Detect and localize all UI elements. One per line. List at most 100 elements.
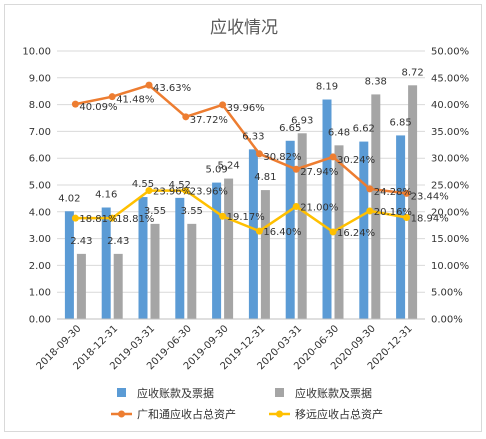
bar-value-label: 6.33 <box>242 131 264 142</box>
line-value-label: 23.44% <box>411 191 449 202</box>
chart-frame: 应收情况 0.00 1.00 2.00 3.00 4.00 5.00 6.00 7.00 8.0… <box>4 4 482 432</box>
bar <box>150 223 160 319</box>
bar <box>260 190 270 319</box>
bar-value-label: 6.48 <box>328 127 350 138</box>
legend-label: 应收账款及票据 <box>295 386 372 400</box>
bar-value-label: 2.43 <box>70 236 92 247</box>
bar <box>359 141 369 319</box>
y2-tick-label: 20.00% <box>431 207 469 218</box>
line-point <box>292 165 300 173</box>
line-value-label: 23.96% <box>190 187 228 198</box>
y2-tick-label: 30.00% <box>431 154 469 165</box>
legend-label: 移远应收占总资产 <box>295 407 383 421</box>
line-value-label: 18.94% <box>411 213 449 224</box>
bar-value-label: 5.24 <box>217 161 239 172</box>
line-point <box>108 214 116 222</box>
y2-tick-label: 10.00% <box>431 261 469 272</box>
line-value-label: 16.40% <box>263 227 301 238</box>
series-line <box>75 189 407 234</box>
bar-value-label: 8.19 <box>316 82 338 93</box>
line-point <box>145 81 153 89</box>
bar-value-label: 6.93 <box>291 115 313 126</box>
line-value-label: 18.81% <box>79 214 117 225</box>
line-point <box>108 93 116 101</box>
bar-value-label: 6.62 <box>353 124 375 135</box>
y2-tick-label: 0.00% <box>431 315 463 326</box>
line-point <box>182 113 190 121</box>
legend-label: 应收账款及票据 <box>137 386 214 400</box>
line-point <box>182 187 190 195</box>
bar <box>138 197 148 319</box>
line-value-label: 39.96% <box>227 103 265 114</box>
bar <box>113 253 123 319</box>
bar-value-label: 4.02 <box>58 193 80 204</box>
line-point <box>403 189 411 197</box>
bar-value-label: 5.09 <box>205 165 227 176</box>
line-point <box>329 153 337 161</box>
line-point <box>145 187 153 195</box>
bar-value-label: 8.72 <box>401 67 423 78</box>
bar-value-label: 6.85 <box>389 117 411 128</box>
bar-value-label: 4.55 <box>132 179 154 190</box>
bar-value-label: 4.16 <box>95 190 117 201</box>
bar <box>76 253 86 319</box>
legend-marker <box>276 410 283 418</box>
y-axis-right: 0.00% 5.00% 10.00% 15.00% 20.00% 25.00% 30.00%… <box>431 47 469 326</box>
y2-tick-label: 15.00% <box>431 234 469 245</box>
bar-series <box>64 85 418 320</box>
y-tick-label: 4.00 <box>29 207 51 218</box>
bar <box>224 178 234 319</box>
line-point <box>329 228 337 236</box>
data-labels: 4.02 4.16 4.55 4.52 5.09 6.33 6.65 8.19 6.62 6.85… <box>58 67 448 247</box>
y-tick-label: 7.00 <box>29 127 51 138</box>
line-value-label: 20.16% <box>374 207 412 218</box>
line-value-label: 30.82% <box>263 152 301 163</box>
legend-label: 广和通应收占总资产 <box>137 407 236 421</box>
line-point <box>403 213 411 221</box>
bar-value-label: 3.55 <box>144 206 166 217</box>
legend-marker <box>118 410 125 418</box>
x-axis: 2018-09-302018-12-312019-03-312019-06-30… <box>35 318 425 372</box>
bar <box>248 149 258 319</box>
y-axis-left: 0.00 1.00 2.00 3.00 4.00 5.00 6.00 7.00 8.00 9.00… <box>22 47 51 326</box>
y-tick-label: 8.00 <box>29 100 51 111</box>
bar-value-label: 8.38 <box>365 76 387 87</box>
line-point <box>255 227 263 235</box>
line-value-label: 16.24% <box>337 228 375 239</box>
chart-title: 应收情况 <box>210 18 278 38</box>
line-value-label: 24.28% <box>374 187 412 198</box>
legend-swatch <box>275 388 284 397</box>
line-value-label: 43.63% <box>153 83 191 94</box>
line-point <box>292 202 300 210</box>
line-point <box>366 207 374 215</box>
bar <box>285 140 295 319</box>
y2-tick-label: 50.00% <box>431 47 469 58</box>
bar-value-label: 6.65 <box>279 123 301 134</box>
bar <box>212 182 222 319</box>
y2-tick-label: 40.00% <box>431 100 469 111</box>
y-tick-label: 2.00 <box>29 261 51 272</box>
line-value-label: 40.09% <box>79 102 117 113</box>
y2-tick-label: 45.00% <box>431 73 469 84</box>
bar <box>101 207 111 319</box>
line-value-label: 37.72% <box>190 115 228 126</box>
line-value-label: 21.00% <box>300 202 338 213</box>
bar-value-label: 4.81 <box>254 172 276 183</box>
bar <box>64 211 74 319</box>
gridlines <box>57 50 425 320</box>
line-value-label: 41.48% <box>116 95 154 106</box>
bar <box>371 94 381 319</box>
line-value-label: 19.17% <box>227 212 265 223</box>
legend-swatch <box>117 388 126 397</box>
line-value-label: 23.96% <box>153 187 191 198</box>
receivables-chart: 应收情况 0.00 1.00 2.00 3.00 4.00 5.00 6.00 7.00 8.0… <box>22 18 469 421</box>
y-tick-label: 1.00 <box>29 288 51 299</box>
y-tick-label: 9.00 <box>29 73 51 84</box>
line-point <box>71 214 79 222</box>
y2-tick-label: 5.00% <box>431 288 463 299</box>
series-line <box>75 83 407 195</box>
y-tick-label: 3.00 <box>29 234 51 245</box>
y2-tick-label: 25.00% <box>431 181 469 192</box>
bar <box>334 145 344 319</box>
